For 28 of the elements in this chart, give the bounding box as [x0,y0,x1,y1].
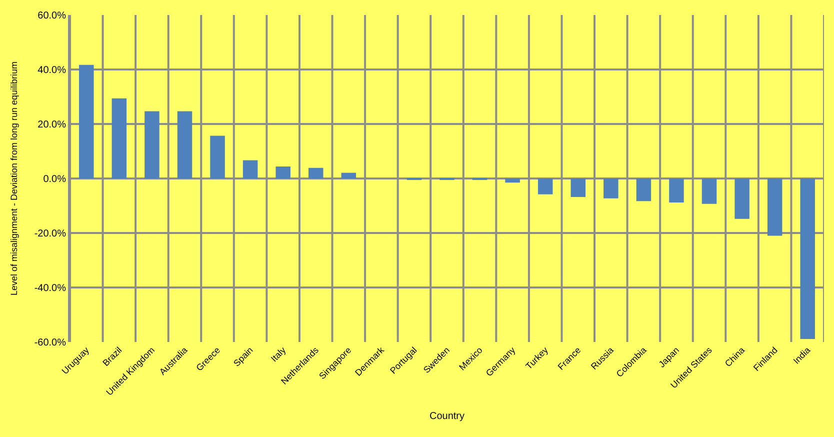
y-tick-label: -40.0% [34,283,66,294]
bar [702,178,717,204]
x-axis-title: Country [429,410,465,422]
y-tick-label: 40.0% [38,65,66,76]
bar [276,166,290,178]
bar [177,111,192,178]
bar [538,178,553,194]
bar [767,178,782,236]
y-tick-label: -20.0% [34,228,66,240]
bar [800,178,815,339]
y-tick-label: 20.0% [38,120,66,130]
y-tick-label: -60.0% [34,338,66,348]
bar [79,64,94,178]
bar [669,178,684,202]
y-axis-title: Level of misalignment - Deviation from long run equilibrium [9,61,20,296]
bar [505,178,520,183]
bar [604,178,618,198]
bar [242,160,258,178]
bar [570,178,586,198]
bar [112,98,127,178]
bar [341,172,356,178]
y-tick-label: 60.0% [38,10,66,22]
bar [210,136,225,178]
y-tick-label: 0.0% [43,174,66,185]
bar [144,111,160,178]
bar [308,168,324,178]
bar [636,178,652,202]
bar [734,178,750,219]
